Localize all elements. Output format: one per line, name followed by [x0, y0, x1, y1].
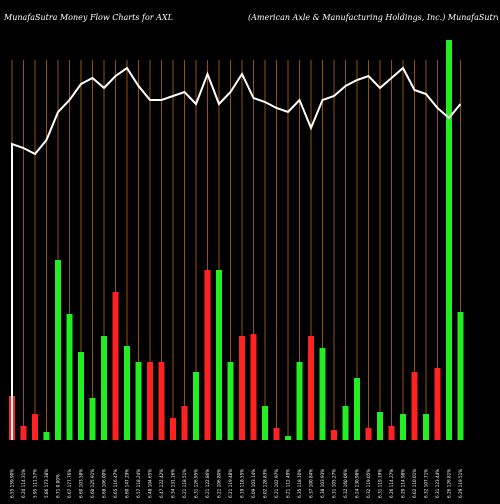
money-flow-bar	[32, 414, 38, 440]
money-flow-bar	[89, 398, 96, 440]
x-tick-label: 6.21 118.51%	[182, 469, 187, 498]
money-flow-bar	[388, 426, 395, 440]
money-flow-bar	[354, 378, 360, 440]
x-tick-label: 6.68 106.00%	[102, 469, 107, 498]
money-flow-bar	[204, 270, 211, 440]
x-tick-label: 6.21 106.80%	[217, 469, 222, 498]
money-flow-bar	[319, 348, 326, 440]
x-tick-label: 6.02 128.83%	[263, 469, 268, 498]
x-tick-label: 6.65 116.47%	[113, 469, 118, 498]
x-tick-label: 6.21 122.86%	[205, 469, 210, 498]
x-tick-label: 6.57 118.24%	[136, 469, 141, 498]
x-tick-label: 6.19 118.55%	[240, 469, 245, 498]
x-tick-label: 6.02 110.01%	[412, 469, 417, 498]
money-flow-bar	[147, 362, 153, 440]
money-flow-bar	[377, 412, 383, 440]
x-tick-label: 6.34 131.16%	[171, 469, 176, 498]
x-tick-label: 6.35 118.10%	[297, 469, 302, 498]
x-tick-label: 6.31 119.19%	[378, 469, 383, 498]
money-flow-bar	[43, 432, 50, 440]
money-flow-bar	[285, 436, 291, 440]
x-tick-label: 6.20 114.31%	[21, 469, 26, 498]
money-flow-bar	[457, 312, 464, 440]
x-tick-label: 6.32 119.05%	[366, 469, 371, 498]
money-flow-bar	[135, 362, 142, 440]
money-flow-bar	[446, 40, 452, 440]
price-line	[11, 66, 462, 440]
money-flow-bar	[400, 414, 406, 440]
x-tick-label: 6.48 104.65%	[148, 469, 153, 498]
money-flow-bar	[250, 334, 257, 440]
x-tick-label: 6.67 177.76%	[67, 469, 72, 498]
x-tick-label: 6.60 147.29%	[125, 469, 130, 498]
x-tick-label: 6.32 160.06%	[343, 469, 348, 498]
x-tick-label: 6.24 130.98%	[355, 469, 360, 498]
money-flow-bar	[308, 336, 314, 440]
x-tick-label: 6.55 159.90%	[10, 469, 15, 498]
x-tick-label: 6.31 126.95%	[194, 469, 199, 498]
money-flow-bar	[20, 426, 27, 440]
x-tick-label: 6.60 103.58%	[79, 469, 84, 498]
money-flow-bar	[365, 428, 372, 440]
money-flow-bar	[55, 260, 61, 440]
money-flow-bar	[66, 314, 73, 440]
chart-subtitle: (American Axle & Manufacturing Holdings,…	[248, 13, 498, 22]
money-flow-bar	[262, 406, 268, 440]
x-tick-label: 6.38 103.93%	[320, 469, 325, 498]
x-tick-label: 6.31 123.44%	[435, 469, 440, 498]
money-flow-bar	[78, 352, 84, 440]
x-tick-label: 6.21 112.49%	[286, 469, 291, 498]
money-flow-bar	[434, 368, 441, 440]
x-tick-label: 6.26 126.81%	[447, 469, 452, 498]
money-flow-bar	[216, 270, 222, 440]
money-flow-bar	[112, 292, 119, 440]
x-tick-label: 6.71 0.00%	[56, 474, 61, 498]
x-tick-label: 6.31 105.27%	[332, 469, 337, 498]
chart-title: MunafaSutra Money Flow Charts for AXL	[4, 13, 173, 22]
x-tick-label: 6.21 119.48%	[228, 469, 233, 498]
money-flow-bar	[170, 418, 176, 440]
money-flow-bar	[227, 362, 234, 440]
x-tick-label: 5.95 111.57%	[33, 469, 38, 498]
x-tick-label: 6.37 100.84%	[309, 469, 314, 498]
money-flow-bar	[193, 372, 199, 440]
money-flow-bar	[423, 414, 429, 440]
money-flow-bar	[124, 346, 130, 440]
x-tick-label: 6.21 102.97%	[274, 469, 279, 498]
x-tick-label: 6.32 107.71%	[424, 469, 429, 498]
x-tick-label: 6.29 114.98%	[401, 469, 406, 498]
money-flow-bar	[411, 372, 418, 440]
money-flow-bar	[181, 406, 188, 440]
money-flow-bar	[331, 430, 337, 440]
money-flow-bar	[158, 362, 165, 440]
x-tick-label: 6.09 103.14%	[251, 469, 256, 498]
x-tick-label: 6.47 122.42%	[159, 469, 164, 498]
money-flow-bar	[273, 428, 280, 440]
money-flow-bar	[239, 336, 245, 440]
x-tick-label: 6.29 119.51%	[458, 469, 463, 498]
x-tick-label: 6.26 114.27%	[389, 469, 394, 498]
x-tick-label: 5.86 173.38%	[44, 469, 49, 498]
money-flow-bar	[296, 362, 303, 440]
money-flow-bar	[101, 336, 107, 440]
money-flow-bar	[342, 406, 349, 440]
x-tick-label: 6.60 125.91%	[90, 469, 95, 498]
